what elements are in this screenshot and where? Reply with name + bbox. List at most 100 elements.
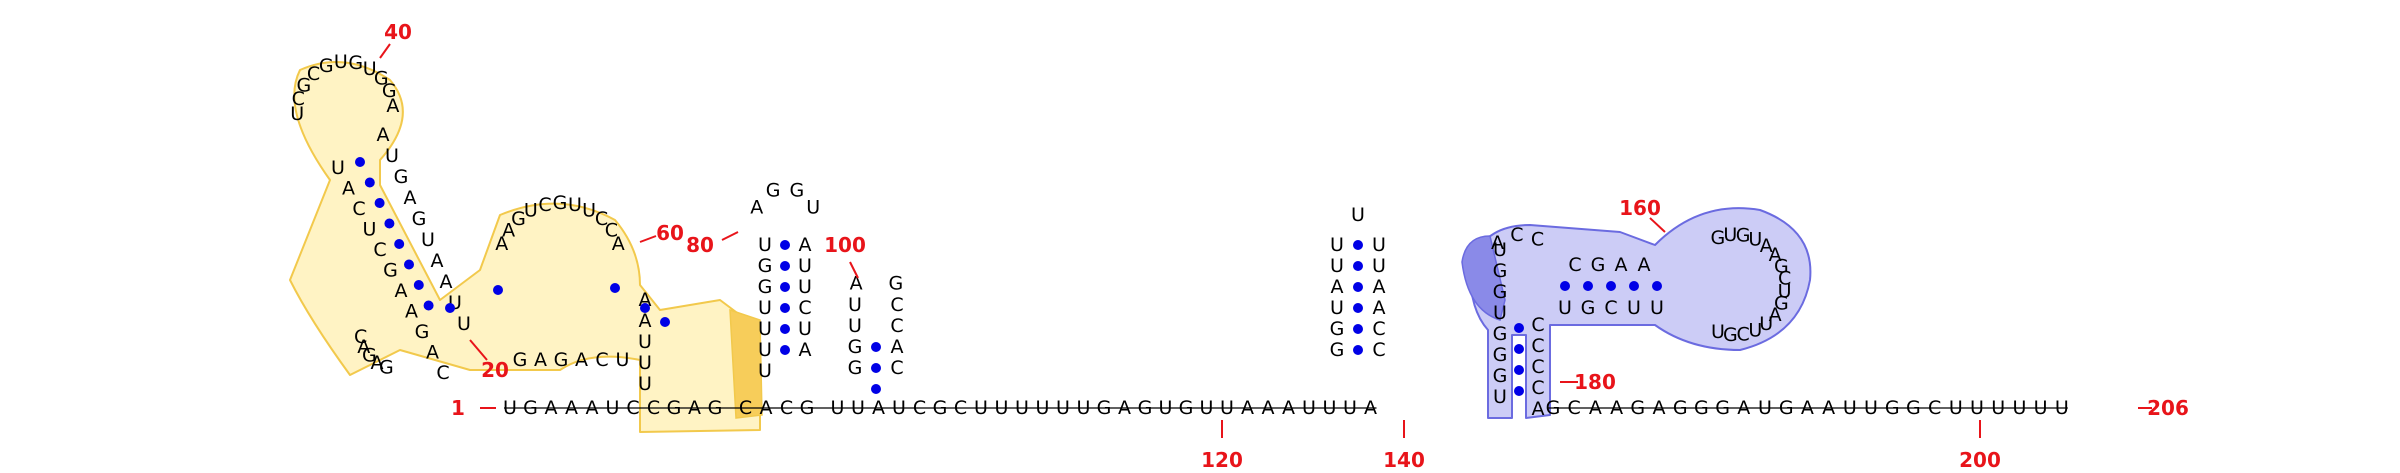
tail-nucleotide: G <box>708 397 723 419</box>
hairpin-nucleotide: A <box>1331 276 1344 298</box>
loop-nucleotide: U <box>363 58 377 80</box>
tail-nucleotide: U <box>1302 397 1316 419</box>
loop-nucleotide: G <box>790 179 805 201</box>
highlight-blue-domain <box>1461 207 1812 419</box>
position-label: 100 <box>824 233 866 257</box>
stem-nucleotide: U <box>1493 386 1507 408</box>
hairpin-nucleotide: C <box>890 357 903 379</box>
loop-nucleotide: U <box>638 373 652 395</box>
stem-nucleotide: C <box>352 198 365 220</box>
tail-nucleotide: U <box>2012 397 2026 419</box>
loop-nucleotide: A <box>750 197 763 219</box>
tail-nucleotide: G <box>1906 397 1921 419</box>
loop-nucleotide: A <box>1491 232 1504 254</box>
base-pair-dot <box>780 261 790 271</box>
hairpin-nucleotide: U <box>1330 297 1344 319</box>
tail-nucleotide: G <box>933 397 948 419</box>
base-pair-dot <box>640 303 650 313</box>
loop-nucleotide: C <box>292 88 305 110</box>
tail-nucleotide: U <box>892 397 906 419</box>
stem-nucleotide: A <box>404 187 417 209</box>
hairpin-nucleotide: U <box>1330 234 1344 256</box>
tail-nucleotide: A <box>1589 397 1602 419</box>
tail-nucleotide: A <box>760 397 773 419</box>
loop-nucleotide: U <box>1723 224 1737 246</box>
tail-nucleotide: G <box>1715 397 1730 419</box>
tail-nucleotide: U <box>851 397 865 419</box>
position-label: 120 <box>1201 448 1243 472</box>
stem-nucleotide: C <box>1531 314 1544 336</box>
stem-nucleotide: G <box>412 208 427 230</box>
loop-nucleotide: G <box>1711 227 1726 249</box>
base-pair-dot <box>445 303 455 313</box>
tail-nucleotide: A <box>1822 397 1835 419</box>
base-pair-dot <box>404 259 414 270</box>
tail-nucleotide: C <box>1568 397 1581 419</box>
stem-nucleotide: A <box>426 342 439 364</box>
loop-nucleotide: G <box>1774 293 1789 315</box>
base-pair-dot <box>780 324 790 334</box>
stem-nucleotide: C <box>1568 254 1581 276</box>
tail-nucleotide: G <box>1694 397 1709 419</box>
loop-nucleotide: A <box>371 352 384 374</box>
tail-nucleotide: G <box>1673 397 1688 419</box>
loop-nucleotide: A <box>639 310 652 332</box>
position-tick <box>639 235 657 243</box>
loop-nucleotide: A <box>495 233 508 255</box>
position-label: 140 <box>1383 448 1425 472</box>
tail-nucleotide: U <box>831 397 845 419</box>
loop-nucleotide: U <box>334 51 348 73</box>
tail-nucleotide: A <box>1364 397 1377 419</box>
hairpin-nucleotide: G <box>1330 339 1345 361</box>
tail-nucleotide: G <box>1885 397 1900 419</box>
tail-nucleotide: U <box>2055 397 2069 419</box>
loop-nucleotide: A <box>357 336 370 358</box>
stem-nucleotide: U <box>457 313 471 335</box>
tail-nucleotide: U <box>1159 397 1173 419</box>
loop-nucleotide: U <box>1711 321 1725 343</box>
loop-nucleotide: G <box>319 55 334 77</box>
loop-nucleotide: G <box>554 349 569 371</box>
base-pair-dot <box>1353 240 1363 250</box>
tail-nucleotide: U <box>1200 397 1214 419</box>
base-pair-dot <box>1353 261 1363 271</box>
tail-nucleotide: G <box>1546 397 1561 419</box>
stem-nucleotide: C <box>1531 356 1544 378</box>
loop-nucleotide: A <box>1769 304 1782 326</box>
hairpin-nucleotide: C <box>1372 339 1385 361</box>
loop-nucleotide: G <box>513 349 528 371</box>
stem-nucleotide: G <box>383 260 398 282</box>
stem-nucleotide: U <box>1493 239 1507 261</box>
tail-nucleotide: A <box>586 397 599 419</box>
loop-nucleotide: A <box>850 272 863 294</box>
tail-nucleotide: U <box>1970 397 1984 419</box>
base-pair-dot <box>1514 386 1524 396</box>
position-label: 60 <box>656 221 684 245</box>
tail-nucleotide: G <box>1097 397 1112 419</box>
loop-nucleotide: G <box>362 345 377 367</box>
loop-nucleotide: C <box>1510 224 1523 246</box>
loop-nucleotide: C <box>605 219 618 241</box>
loop-nucleotide: C <box>1736 323 1749 345</box>
tail-nucleotide: A <box>565 397 578 419</box>
loop-nucleotide: U <box>638 331 652 353</box>
stem-nucleotide: G <box>1493 281 1508 303</box>
stem-nucleotide: A <box>1615 254 1628 276</box>
loop-nucleotide: U <box>1748 320 1762 342</box>
tail-nucleotide: U <box>1864 397 1878 419</box>
stem-nucleotide: C <box>436 362 449 384</box>
hairpin-nucleotide: U <box>848 315 862 337</box>
loop-nucleotide: U <box>1351 204 1365 226</box>
base-pair-dot <box>1514 323 1524 333</box>
tail-nucleotide: U <box>974 397 988 419</box>
loop-nucleotide: G <box>382 80 397 102</box>
loop-nucleotide: G <box>379 357 394 379</box>
loop-nucleotide: A <box>534 349 547 371</box>
stem-nucleotide: U <box>1493 302 1507 324</box>
loop-nucleotide: A <box>1769 244 1782 266</box>
tail-nucleotide: U <box>1343 397 1357 419</box>
loop-nucleotide: C <box>354 326 367 348</box>
loop-nucleotide: C <box>1778 268 1791 290</box>
